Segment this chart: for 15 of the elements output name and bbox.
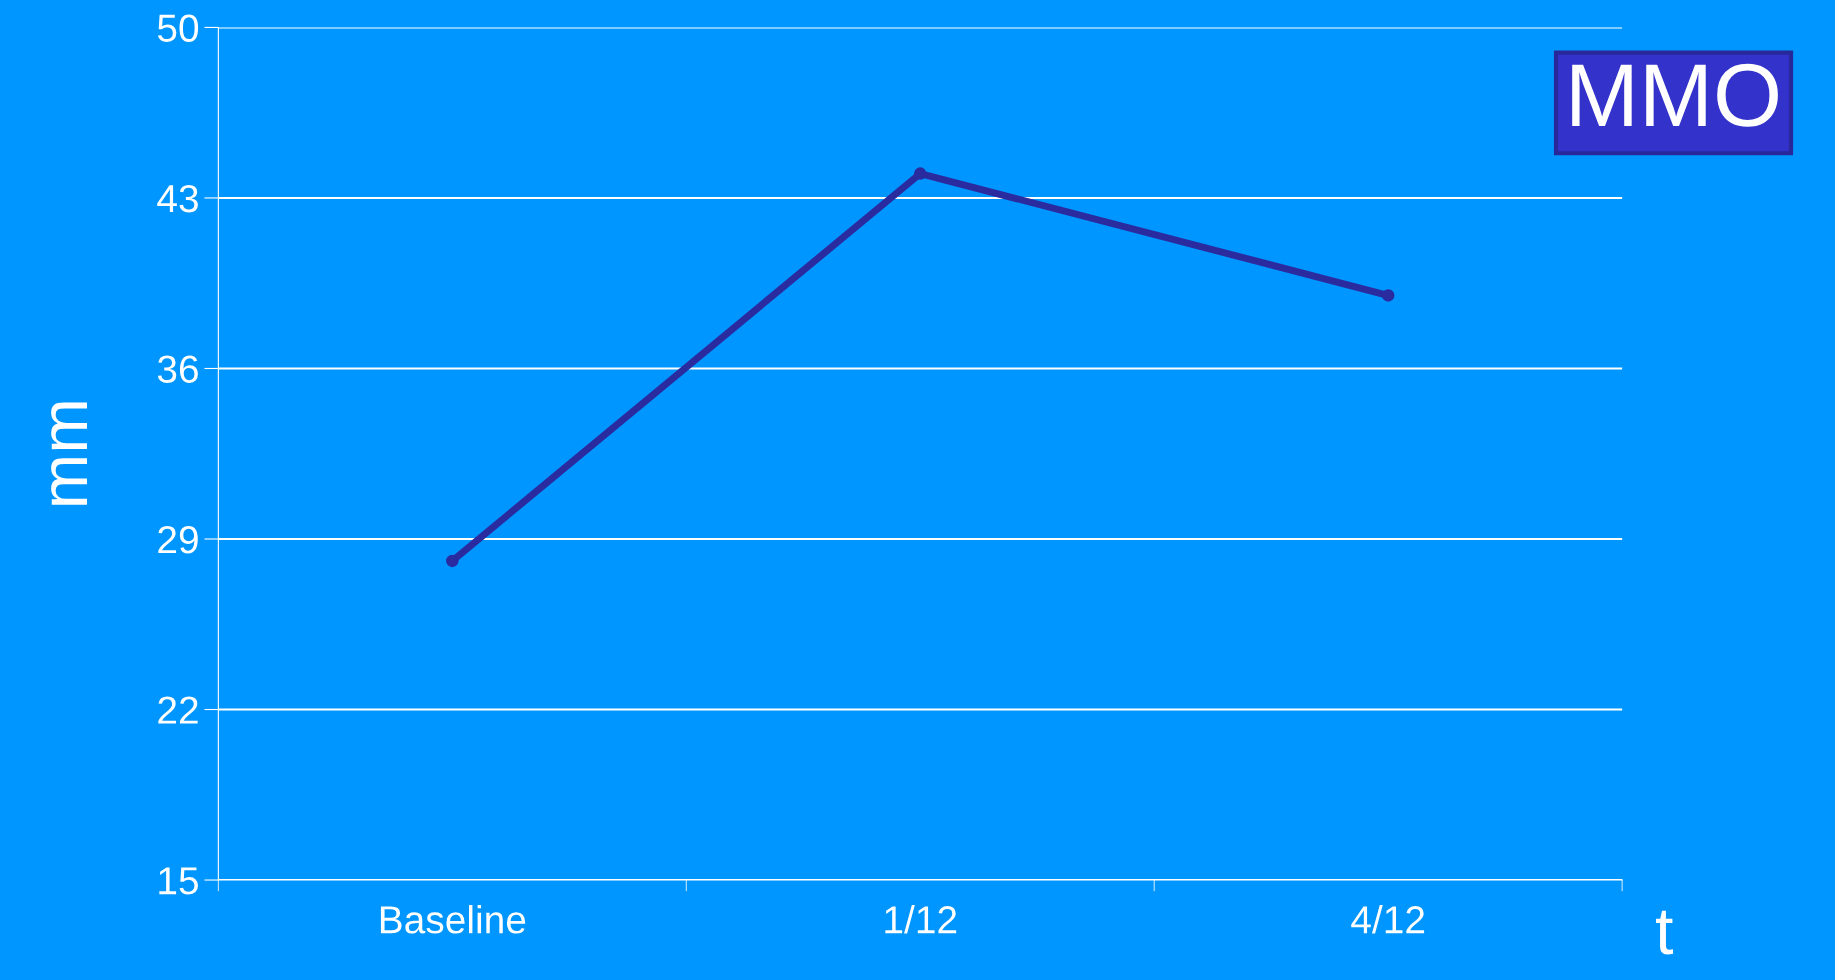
point [1381, 289, 1395, 302]
y-tick-label: 22 [158, 696, 198, 724]
y-tick-label: 29 [158, 525, 198, 554]
y-axis-title: mm [51, 402, 87, 505]
x-tick-label: Baseline [380, 905, 526, 934]
x-axis-title: t [1656, 910, 1674, 955]
x-tick-label: 1/12 [885, 905, 957, 934]
y-tick-label: 50 [157, 14, 199, 42]
x-tick-label: 4/12 [1351, 905, 1425, 934]
y-tick-label: 15 [159, 867, 198, 895]
y-tick-label: 36 [157, 355, 198, 383]
point [914, 167, 927, 180]
annotation: MMO [1572, 63, 1778, 127]
y-tick-label: 43 [157, 184, 198, 213]
point [446, 554, 459, 568]
